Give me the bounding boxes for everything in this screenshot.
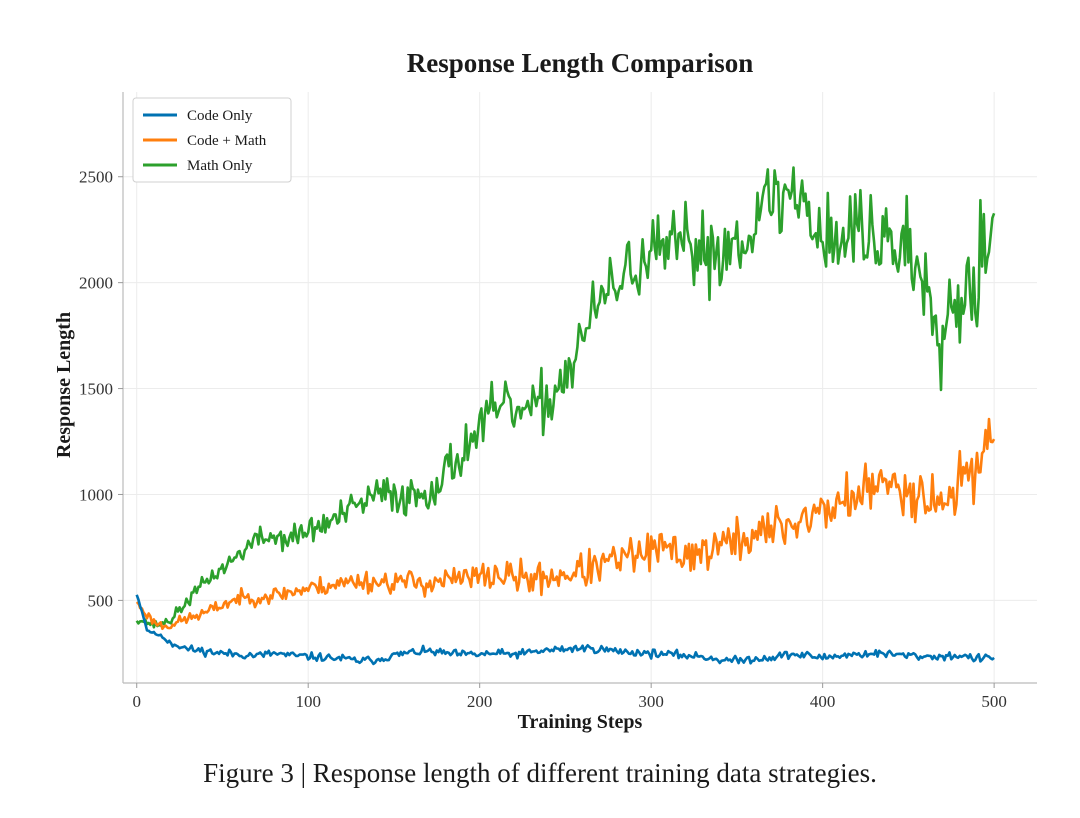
x-tick-label: 300 [638, 692, 664, 711]
tick-labels: 0 100 200 300 400 500 500 1000 1500 2000 2500 [79, 168, 1007, 711]
y-tick-label: 1500 [79, 380, 113, 399]
x-tick-label: 0 [132, 692, 141, 711]
y-axis-label: Response Length [53, 312, 75, 458]
y-tick-label: 500 [88, 591, 114, 610]
chart-canvas: Response Length Comparison 0 100 200 300 400… [53, 48, 1037, 733]
legend-box [132, 97, 292, 183]
x-tick-label: 500 [981, 692, 1007, 711]
y-tick-label: 2500 [79, 168, 113, 187]
legend: Code Only Code + Math Math Only [132, 97, 292, 183]
x-tick-label: 100 [295, 692, 321, 711]
legend-entry: Code Only [187, 108, 253, 124]
x-tick-label: 200 [467, 692, 493, 711]
series-lines [135, 166, 996, 666]
y-tick-label: 1000 [79, 485, 113, 504]
chart-title: Response Length Comparison [407, 48, 754, 78]
x-tick-label: 400 [810, 692, 836, 711]
legend-entry: Code + Math [187, 133, 267, 149]
y-tick-label: 2000 [79, 274, 113, 293]
legend-entry: Math Only [187, 158, 253, 174]
axes [118, 92, 1037, 688]
series-line-code-only [135, 594, 995, 666]
x-axis-label: Training Steps [518, 711, 643, 733]
series-line-code-math [135, 417, 996, 631]
series-line-math-only [135, 166, 996, 629]
figure-caption: Figure 3 | Response length of different … [203, 758, 877, 788]
